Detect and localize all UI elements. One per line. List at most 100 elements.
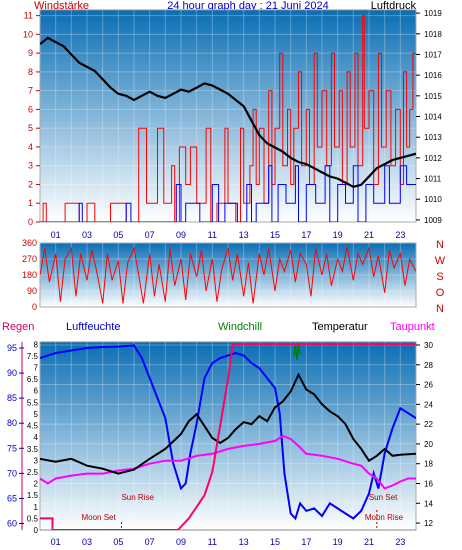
pressure-tick-label: 1011 bbox=[424, 175, 442, 184]
wind-tick-label: 10 bbox=[23, 29, 33, 39]
compass-letter: S bbox=[436, 271, 443, 283]
rain-tick-label: 5 bbox=[34, 410, 39, 419]
wind-tick-label: 1 bbox=[28, 198, 33, 208]
temperature-title: Temperatur bbox=[312, 321, 368, 333]
moon-set-label: Moon Set bbox=[81, 513, 116, 522]
wind-hour-labels: 01 03 05 07 09 11 13 15 17 19 21 23 bbox=[51, 230, 406, 240]
wind-tick-label: 5 bbox=[28, 123, 33, 133]
pressure-tick-label: 1017 bbox=[424, 50, 442, 59]
rain-tick-label: 2 bbox=[34, 480, 39, 489]
temperature-tick-label: 26 bbox=[424, 381, 433, 390]
temperature-axis-ticks: 12 14 16 18 20 22 24 26 28 30 bbox=[416, 341, 433, 528]
hour-label: 13 bbox=[239, 537, 249, 547]
hour-label: 07 bbox=[145, 230, 155, 240]
dewpoint-title: Taupunkt bbox=[390, 321, 435, 333]
hour-label: 15 bbox=[270, 230, 280, 240]
rain-tick-label: 3.5 bbox=[27, 445, 39, 454]
hour-label: 03 bbox=[82, 537, 92, 547]
temperature-tick-label: 24 bbox=[424, 400, 433, 409]
temperature-tick-label: 14 bbox=[424, 499, 433, 508]
pressure-line bbox=[40, 36, 416, 188]
windchill-line bbox=[293, 344, 301, 360]
humidity-tick-label: 90 bbox=[7, 368, 17, 378]
gust-line bbox=[40, 165, 416, 222]
hour-label: 19 bbox=[333, 537, 343, 547]
compass-letter: O bbox=[436, 287, 445, 299]
hour-label: 09 bbox=[176, 230, 186, 240]
rain-tick-label: 1 bbox=[34, 503, 39, 512]
pressure-tick-label: 1009 bbox=[424, 216, 442, 225]
temperature-tick-label: 16 bbox=[424, 479, 433, 488]
hour-label: 13 bbox=[239, 230, 249, 240]
hour-label: 17 bbox=[301, 537, 311, 547]
temperature-tick-label: 22 bbox=[424, 420, 433, 429]
humidity-tick-label: 95 bbox=[7, 343, 17, 353]
rain-tick-label: 4.5 bbox=[27, 422, 39, 431]
hour-label: 01 bbox=[51, 537, 61, 547]
wind-tick-label: 8 bbox=[28, 67, 33, 77]
pressure-tick-label: 1013 bbox=[424, 133, 442, 142]
wind-tick-label: 4 bbox=[28, 142, 33, 152]
compass-letter: N bbox=[436, 303, 444, 315]
wind-axis-ticks: 0 1 2 3 4 5 6 7 8 9 10 11 bbox=[23, 11, 40, 227]
wind-tick-label: 9 bbox=[28, 48, 33, 58]
wind-tick-label: 2 bbox=[28, 179, 33, 189]
humidity-tick-label: 85 bbox=[7, 393, 17, 403]
hour-label: 01 bbox=[51, 230, 61, 240]
humidity-tick-label: 80 bbox=[7, 418, 17, 428]
rain-tick-label: 7.5 bbox=[27, 352, 39, 361]
temperature-tick-label: 28 bbox=[424, 361, 433, 370]
direction-tick-label: 0 bbox=[32, 302, 37, 312]
rain-tick-label: 0 bbox=[34, 526, 39, 535]
rain-line bbox=[40, 343, 416, 530]
hour-label: 23 bbox=[395, 230, 405, 240]
rain-tick-label: 8 bbox=[34, 340, 39, 349]
hour-label: 05 bbox=[113, 537, 123, 547]
temperature-tick-label: 30 bbox=[424, 341, 433, 350]
hour-label: 17 bbox=[301, 230, 311, 240]
humidity-axis-ticks: 60 65 70 75 80 85 90 95 bbox=[7, 343, 24, 528]
rain-tick-label: 3 bbox=[34, 456, 39, 465]
direction-axis-ticks: 0 90 180 270 360 bbox=[22, 238, 37, 312]
direction-tick-label: 180 bbox=[22, 270, 37, 280]
pressure-tick-label: 1015 bbox=[424, 92, 442, 101]
hour-label: 09 bbox=[176, 537, 186, 547]
windchill-title: Windchill bbox=[218, 321, 262, 333]
chart-title: 24 hour graph day : 21 Juni 2024 bbox=[167, 0, 328, 12]
rain-tick-label: 4 bbox=[34, 433, 39, 442]
direction-tick-label: 270 bbox=[22, 254, 37, 264]
rain-tick-label: 7 bbox=[34, 364, 39, 373]
temperature-tick-label: 18 bbox=[424, 460, 433, 469]
wind-axis-title: Windstärke bbox=[34, 0, 89, 12]
rain-tick-label: 1.5 bbox=[27, 491, 39, 500]
pressure-tick-label: 1012 bbox=[424, 154, 442, 163]
temperature-tick-label: 12 bbox=[424, 519, 433, 528]
rain-tick-label: 5.5 bbox=[27, 398, 39, 407]
rain-axis-title: Regen bbox=[2, 321, 34, 333]
temperature-line bbox=[40, 372, 416, 475]
direction-tick-label: 90 bbox=[27, 286, 37, 296]
humidity-tick-label: 70 bbox=[7, 468, 17, 478]
pressure-tick-label: 1014 bbox=[424, 113, 442, 122]
rain-axis-ticks: 0 0.5 1 1.5 2 2.5 3 3.5 4 4.5 5 5.5 6 6.5 7 7.5 8 bbox=[27, 340, 39, 535]
astro-events: Sun Rise Moon Set Sun Set Moon Rise bbox=[81, 493, 404, 530]
pressure-tick-label: 1018 bbox=[424, 30, 442, 39]
wind-tick-label: 7 bbox=[28, 86, 33, 96]
direction-panel-grid bbox=[39, 242, 417, 308]
humidity-tick-label: 65 bbox=[7, 493, 17, 503]
sun-rise-label: Sun Rise bbox=[121, 493, 154, 502]
direction-tick-label: 360 bbox=[22, 238, 37, 248]
hour-label: 15 bbox=[270, 537, 280, 547]
hour-label: 07 bbox=[145, 537, 155, 547]
humidity-line bbox=[40, 344, 416, 521]
hour-label: 03 bbox=[82, 230, 92, 240]
hour-label: 21 bbox=[364, 230, 374, 240]
climate-hour-labels: 01 03 05 07 09 11 13 15 17 19 21 23 bbox=[51, 537, 406, 547]
hour-label: 11 bbox=[208, 537, 217, 547]
rain-tick-label: 2.5 bbox=[27, 468, 39, 477]
compass-letter: W bbox=[435, 255, 446, 267]
temperature-tick-label: 20 bbox=[424, 440, 433, 449]
humidity-tick-label: 75 bbox=[7, 443, 17, 453]
